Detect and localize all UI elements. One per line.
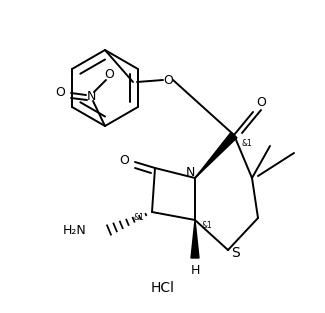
Text: HCl: HCl — [151, 281, 175, 295]
Polygon shape — [191, 220, 199, 258]
Text: &1: &1 — [133, 213, 144, 222]
Text: N: N — [185, 167, 195, 179]
Text: O: O — [104, 68, 114, 80]
Text: N: N — [86, 90, 96, 102]
Text: O: O — [163, 74, 173, 86]
Text: H₂N: H₂N — [63, 223, 87, 237]
Text: &1: &1 — [242, 138, 253, 147]
Text: O: O — [119, 155, 129, 167]
Text: S: S — [232, 246, 240, 260]
Polygon shape — [195, 132, 237, 178]
Text: O: O — [256, 96, 266, 110]
Text: &1: &1 — [201, 220, 212, 229]
Text: H: H — [190, 264, 200, 276]
Text: O: O — [55, 86, 65, 100]
